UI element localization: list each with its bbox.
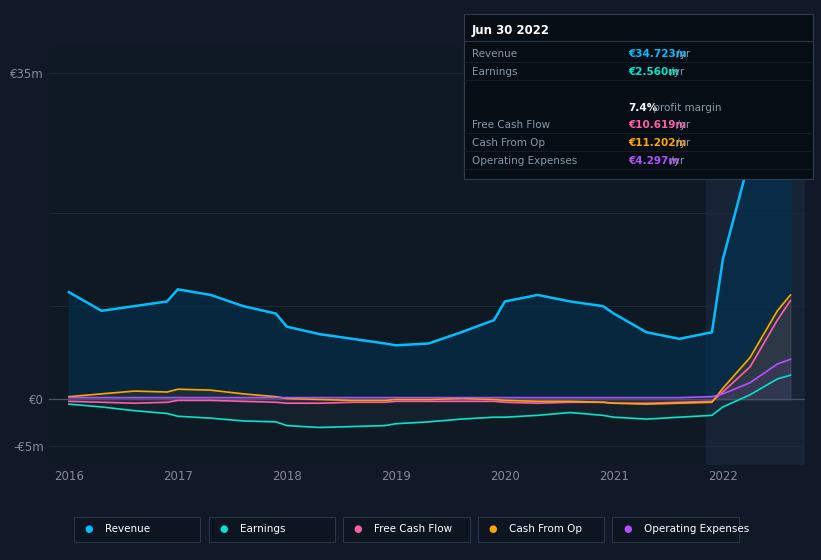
Text: /yr: /yr [667, 67, 685, 77]
Text: 7.4%: 7.4% [628, 102, 658, 113]
Text: Cash From Op: Cash From Op [509, 524, 582, 534]
Text: €11.202m: €11.202m [628, 138, 686, 148]
Text: Cash From Op: Cash From Op [472, 138, 545, 148]
Text: Revenue: Revenue [105, 524, 150, 534]
Text: ●: ● [488, 524, 497, 534]
Text: ●: ● [623, 524, 631, 534]
Text: Free Cash Flow: Free Cash Flow [374, 524, 452, 534]
Text: Revenue: Revenue [472, 49, 517, 59]
Text: ●: ● [354, 524, 362, 534]
Text: Earnings: Earnings [240, 524, 285, 534]
Text: €10.619m: €10.619m [628, 120, 686, 130]
Text: Operating Expenses: Operating Expenses [472, 156, 577, 166]
Text: ●: ● [219, 524, 227, 534]
Text: /yr: /yr [672, 49, 690, 59]
Text: ●: ● [85, 524, 93, 534]
Text: €2.560m: €2.560m [628, 67, 679, 77]
Text: €34.723m: €34.723m [628, 49, 686, 59]
Text: Operating Expenses: Operating Expenses [644, 524, 749, 534]
Text: profit margin: profit margin [650, 102, 722, 113]
Text: €4.297m: €4.297m [628, 156, 679, 166]
Bar [707, 45, 805, 465]
Text: /yr: /yr [672, 120, 690, 130]
Text: Jun 30 2022: Jun 30 2022 [472, 24, 550, 38]
Text: /yr: /yr [667, 156, 685, 166]
Text: /yr: /yr [672, 138, 690, 148]
Text: Free Cash Flow: Free Cash Flow [472, 120, 550, 130]
Text: Earnings: Earnings [472, 67, 517, 77]
